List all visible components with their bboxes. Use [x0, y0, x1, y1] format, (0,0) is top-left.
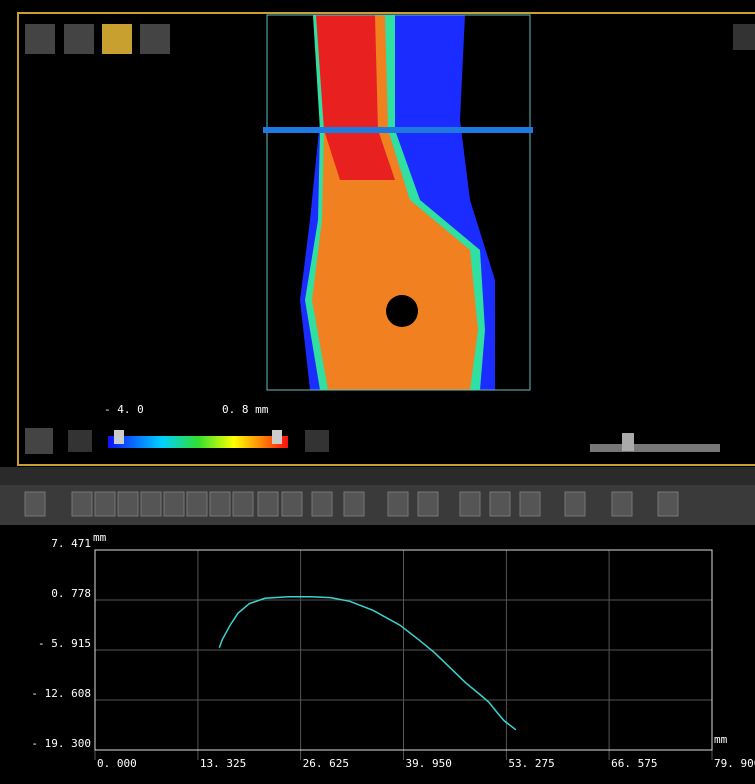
x-tick-label: 39. 950: [406, 757, 452, 770]
x-tick-label: 79. 900: [714, 757, 755, 770]
x-tick-label: 0. 000: [97, 757, 137, 770]
tool-button[interactable]: [164, 492, 184, 516]
y-tick-label: 0. 778: [51, 587, 91, 600]
tool-button[interactable]: [282, 492, 302, 516]
x-tick-label: 66. 575: [611, 757, 657, 770]
x-tick-label: 13. 325: [200, 757, 246, 770]
slider-handle[interactable]: [272, 430, 282, 444]
tool-button[interactable]: [565, 492, 585, 516]
y-tick-label: - 19. 300: [31, 737, 91, 750]
splitter: [0, 467, 755, 485]
tool-button[interactable]: [25, 492, 45, 516]
x-axis-label: mm: [714, 733, 728, 746]
tool-button[interactable]: [490, 492, 510, 516]
zoom-slider[interactable]: [590, 444, 720, 452]
colorbar-min: - 4. 0: [104, 403, 144, 416]
y-tick-label: - 5. 915: [38, 637, 91, 650]
x-tick-label: 53. 275: [508, 757, 554, 770]
zoom-handle[interactable]: [622, 433, 634, 451]
tool-button[interactable]: [344, 492, 364, 516]
colorbar-max: 0. 8 mm: [222, 403, 269, 416]
slider-handle[interactable]: [114, 430, 124, 444]
y-axis-label: mm: [93, 531, 107, 544]
toolbar-buttons[interactable]: [25, 492, 678, 516]
colorbar: [108, 436, 288, 448]
app: - 4. 0 0. 8 mm 7. 471 0. 778 - 5. 915 - 12.…: [0, 0, 755, 784]
tool-button[interactable]: [460, 492, 480, 516]
y-tick-label: - 12. 608: [31, 687, 91, 700]
tool-button[interactable]: [72, 492, 92, 516]
hole: [386, 295, 418, 327]
button[interactable]: [64, 24, 94, 54]
tool-button[interactable]: [187, 492, 207, 516]
y-tick-label: 7. 471: [51, 537, 91, 550]
tool-button[interactable]: [388, 492, 408, 516]
tool-button[interactable]: [141, 492, 161, 516]
profile-line[interactable]: [263, 127, 533, 133]
x-tick-label: 26. 625: [303, 757, 349, 770]
profile-chart: 7. 471 0. 778 - 5. 915 - 12. 608 - 19. 300 0.…: [31, 531, 755, 770]
tool-button[interactable]: [312, 492, 332, 516]
tool-button[interactable]: [95, 492, 115, 516]
tool-button[interactable]: [520, 492, 540, 516]
button[interactable]: [140, 24, 170, 54]
tool-button[interactable]: [233, 492, 253, 516]
button[interactable]: [102, 24, 132, 54]
tool-button[interactable]: [118, 492, 138, 516]
tool-button[interactable]: [210, 492, 230, 516]
profile-line: [219, 597, 516, 730]
button[interactable]: [305, 430, 329, 452]
button[interactable]: [733, 24, 755, 50]
tool-button[interactable]: [418, 492, 438, 516]
settings-button[interactable]: [25, 428, 53, 454]
button[interactable]: [25, 24, 55, 54]
tool-button[interactable]: [658, 492, 678, 516]
tool-button[interactable]: [258, 492, 278, 516]
button[interactable]: [68, 430, 92, 452]
tool-button[interactable]: [612, 492, 632, 516]
